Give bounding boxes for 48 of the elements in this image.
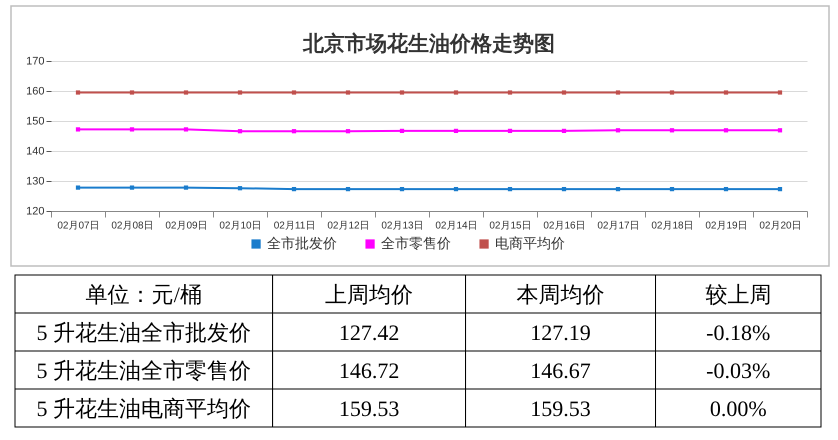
point	[346, 129, 350, 134]
y-tick-label: 150	[26, 116, 44, 128]
y-tick-label: 120	[26, 206, 44, 218]
y-tick-label: 160	[26, 86, 44, 98]
text: 146.72	[338, 358, 400, 383]
point	[292, 129, 296, 134]
x-tick-label: 02月07日	[57, 220, 100, 232]
point	[724, 128, 728, 132]
y-tick-label: 140	[26, 146, 44, 158]
x-tick-label: 02月16日	[543, 220, 586, 232]
category-label: 较上周	[705, 282, 772, 307]
point	[238, 186, 242, 190]
text: 单位：元/桶	[86, 282, 202, 307]
x-tick-label: 02月12日	[327, 220, 370, 232]
x-tick-label: 02月17日	[597, 220, 640, 232]
chart-title: 北京市场花生油价格走势图	[302, 31, 555, 56]
point	[778, 128, 782, 132]
y-tick-label: 170	[26, 56, 44, 68]
x-tick-label: 02月09日	[165, 220, 208, 232]
text: 127.42	[338, 320, 400, 345]
x-tick-label: 02月20日	[759, 220, 802, 232]
point	[238, 129, 242, 134]
x-tick-label: 02月08日	[111, 220, 154, 232]
x-tick-label: 02月15日	[489, 220, 532, 232]
text: 146.67	[530, 358, 591, 383]
text: 0.00%	[710, 396, 767, 421]
y-tick-label: 130	[26, 176, 44, 188]
legend-label: 电商平均价	[495, 235, 566, 251]
text: -0.03%	[706, 358, 770, 383]
x-tick-label: 02月10日	[219, 220, 262, 232]
text: -0.18%	[706, 320, 770, 345]
x-tick-label: 02月11日	[274, 220, 316, 232]
text: 159.53	[338, 396, 400, 421]
legend-label: 全市零售价	[381, 235, 452, 251]
point	[670, 128, 674, 132]
x-tick-label: 02月18日	[651, 220, 694, 232]
x-tick-label: 02月13日	[381, 220, 424, 232]
x-tick-label: 02月14日	[435, 220, 478, 232]
category-label: 5 升花生油电商平均价	[36, 396, 252, 421]
text: 159.53	[530, 396, 591, 421]
legend-label: 全市批发价	[267, 235, 338, 251]
point	[616, 128, 620, 132]
category-label: 5 升花生油全市批发价	[36, 320, 252, 345]
category-label: 本周均价	[516, 282, 605, 307]
text: 127.19	[530, 320, 591, 345]
category-label: 上周均价	[325, 282, 414, 307]
category-label: 5 升花生油全市零售价	[36, 358, 252, 383]
x-tick-label: 02月19日	[705, 220, 748, 232]
